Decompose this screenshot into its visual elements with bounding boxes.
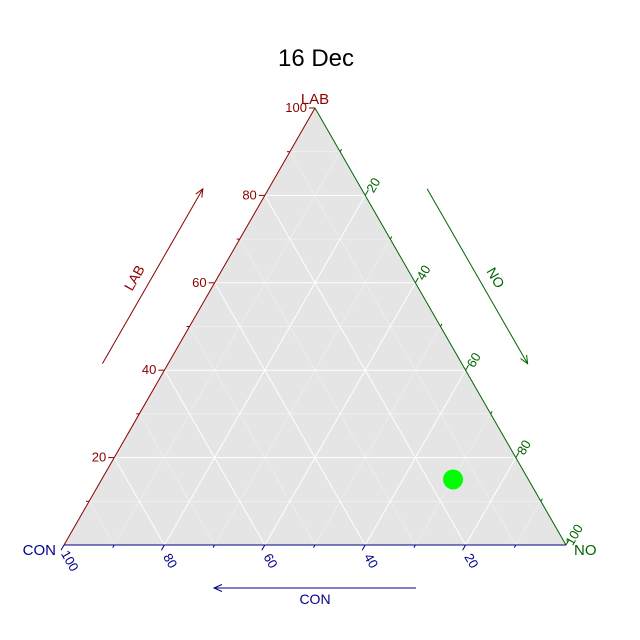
arrow-no <box>426 188 529 364</box>
arrow-lab-head <box>195 187 204 198</box>
gridline-major <box>465 457 517 546</box>
tick-no <box>465 364 470 371</box>
gridline-minor <box>239 238 416 546</box>
vertex-label-no: NO <box>574 542 597 559</box>
arrow-con-head <box>212 584 223 592</box>
data-point <box>443 469 464 490</box>
tick-no <box>414 277 419 284</box>
tick-no <box>339 148 343 152</box>
tick-label-con: 40 <box>361 551 381 571</box>
gridline-minor <box>515 501 542 546</box>
tick-con <box>313 544 316 548</box>
chart-title: 16 Dec <box>278 45 354 72</box>
tick-label-no: 60 <box>464 350 484 370</box>
gridline-major <box>163 369 266 546</box>
tick-label-no: 80 <box>514 437 534 457</box>
gridline-minor <box>289 151 517 546</box>
tick-label-lab: 80 <box>242 187 256 202</box>
arrow-lab <box>101 188 204 364</box>
tick-no <box>515 452 520 458</box>
arrow-no-head <box>520 354 529 365</box>
axis-title-con: CON <box>299 591 330 607</box>
tick-con <box>361 544 366 551</box>
tick-no <box>364 189 369 196</box>
tick-label-lab: 20 <box>92 450 106 465</box>
tick-no <box>540 498 543 502</box>
tick-no <box>565 539 570 546</box>
tick-con <box>413 544 416 548</box>
tick-label-con: 100 <box>58 548 82 574</box>
axis-title-lab: LAB <box>121 262 148 293</box>
tick-label-lab: 100 <box>285 100 307 115</box>
tick-label-lab: 60 <box>192 275 206 290</box>
tick-no <box>490 411 493 415</box>
tick-con <box>462 544 467 551</box>
tick-con <box>112 544 115 548</box>
gridline-minor <box>139 413 215 546</box>
tick-no <box>389 236 393 240</box>
gridline-major <box>364 369 467 546</box>
tick-label-no: 40 <box>413 263 433 283</box>
gridline-minor <box>88 501 115 546</box>
tick-label-no: 20 <box>363 175 383 195</box>
gridline-minor <box>214 238 391 546</box>
gridline-minor <box>189 326 316 546</box>
tick-label-con: 60 <box>261 551 281 571</box>
tick-con <box>261 544 266 551</box>
tick-label-con: 80 <box>160 551 180 571</box>
tick-label-con: 20 <box>461 551 481 571</box>
tick-con <box>160 544 165 551</box>
tick-no <box>440 323 443 327</box>
tick-con <box>212 544 216 548</box>
tick-con <box>513 544 517 548</box>
tick-con <box>60 544 65 551</box>
gridline-minor <box>314 326 441 546</box>
vertex-label-con: CON <box>23 542 56 559</box>
axis-title-no: NO <box>484 265 508 291</box>
vertex-label-lab: LAB <box>301 91 329 108</box>
gridline-major <box>113 457 165 546</box>
tick-label-lab: 40 <box>142 362 156 377</box>
gridline-minor <box>113 151 341 546</box>
